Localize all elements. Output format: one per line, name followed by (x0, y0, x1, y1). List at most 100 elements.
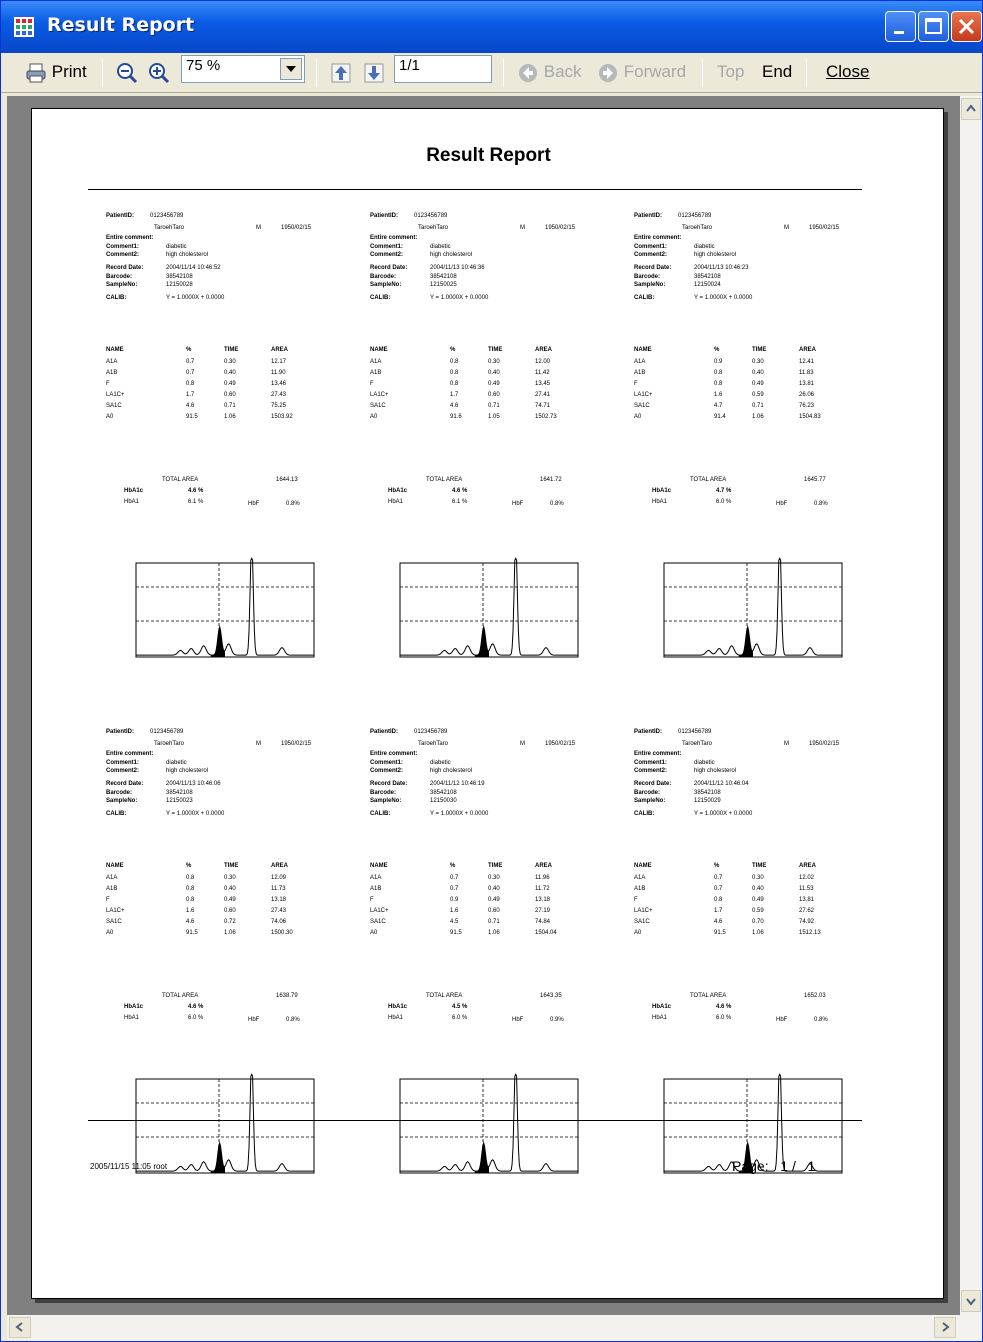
comment1-value: diabetic (694, 760, 715, 766)
back-button[interactable]: Back (517, 61, 582, 85)
close-button[interactable]: Close (826, 61, 869, 85)
arrow-up-icon (331, 63, 351, 83)
table-cell: 0.30 (224, 875, 236, 881)
scroll-right-button[interactable] (934, 1317, 956, 1338)
record-date-value: 2004/11/13 10:46:36 (430, 265, 485, 271)
hbf-label: HbF (512, 1017, 524, 1023)
scroll-down-button[interactable] (961, 1290, 981, 1312)
table-cell: 0.30 (752, 359, 764, 365)
maximize-icon (925, 18, 942, 34)
patient-id-label: PatientID: (370, 729, 399, 735)
top-button[interactable]: Top (717, 62, 745, 81)
table-header: AREA (535, 347, 553, 353)
table-cell: 1512.13 (799, 930, 821, 936)
table-cell: 12.00 (535, 359, 551, 365)
table-header: TIME (752, 863, 767, 869)
minimize-button[interactable] (885, 11, 916, 42)
horizontal-scrollbar[interactable] (7, 1315, 982, 1341)
sample-no-label: SampleNo: (370, 282, 402, 288)
scroll-left-button[interactable] (9, 1317, 31, 1338)
zoom-select[interactable]: 75 % (181, 55, 305, 83)
sample-no-label: SampleNo: (106, 798, 138, 804)
table-cell: LA1C+ (106, 392, 125, 398)
forward-button[interactable]: Forward (597, 61, 686, 85)
page-number-input[interactable]: 1/1 (394, 55, 492, 83)
table-header: NAME (634, 347, 652, 353)
total-area-label: TOTAL AREA (162, 477, 199, 483)
entire-comment-label: Entire comment: (370, 235, 418, 241)
patient-id-label: PatientID: (634, 729, 663, 735)
table-cell: 1.6 (714, 392, 723, 398)
hba1c-label: HbA1c (124, 1004, 144, 1010)
maximize-button[interactable] (918, 11, 949, 42)
chevron-right-icon (942, 1322, 950, 1332)
patient-id-value: 0123456789 (414, 729, 448, 735)
patient-id-value: 0123456789 (150, 213, 184, 219)
hba1-label: HbA1 (124, 499, 140, 505)
report-viewport[interactable]: Result Report PatientID: 0123456789 Taroeh… (7, 96, 960, 1315)
table-cell: 76.23 (799, 403, 815, 409)
hba1c-value: 4.6 % (188, 488, 204, 494)
table-cell: 0.60 (488, 392, 500, 398)
hba1c-value: 4.6 % (188, 1004, 204, 1010)
table-cell: SA1C (106, 403, 122, 409)
table-cell: 0.70 (752, 919, 764, 925)
title-bar[interactable]: Result Report (1, 1, 982, 53)
end-button[interactable]: End (762, 62, 793, 81)
calib-value: Y = 1.0000X + 0.0000 (694, 295, 753, 301)
print-button[interactable]: Print (25, 61, 87, 85)
next-page-button[interactable] (363, 61, 385, 85)
hba1-value: 6.1 % (188, 499, 204, 505)
page-separator: / (791, 1158, 796, 1174)
sample-no-value: 12150023 (166, 798, 193, 804)
table-header: AREA (535, 863, 553, 869)
comment2-value: high cholesterol (694, 252, 737, 258)
hbf-label: HbF (248, 1017, 260, 1023)
table-cell: F (634, 897, 638, 903)
table-cell: 4.6 (714, 919, 723, 925)
close-window-button[interactable] (951, 11, 982, 42)
table-cell: 1502.73 (535, 414, 557, 420)
table-cell: A1B (634, 886, 646, 892)
table-cell: 1504.04 (535, 930, 557, 936)
zoom-value: 75 % (186, 57, 221, 74)
table-cell: SA1C (106, 919, 122, 925)
patient-birth-date: 1950/02/15 (545, 741, 576, 747)
table-cell: 0.49 (488, 897, 500, 903)
barcode-label: Barcode: (106, 274, 133, 280)
table-cell: 11.73 (271, 886, 286, 892)
result-panel: PatientID: 0123456789 TaroehTaro M 1950/02/1… (106, 729, 346, 1199)
table-header: TIME (224, 347, 239, 353)
chromatogram-chart (399, 1073, 579, 1174)
table-cell: 4.6 (186, 919, 195, 925)
hbf-value: 0.8% (286, 1017, 300, 1023)
zoom-dropdown-button[interactable] (280, 58, 302, 80)
zoom-in-button[interactable] (147, 61, 171, 85)
table-cell: 0.30 (752, 875, 764, 881)
calib-label: CALIB: (370, 295, 391, 301)
result-panel: PatientID: 0123456789 TaroehTaro M 1950/02/1… (370, 729, 610, 1199)
patient-id-value: 0123456789 (678, 213, 712, 219)
record-date-label: Record Date: (370, 265, 408, 271)
table-cell: 91.5 (186, 930, 198, 936)
entire-comment-label: Entire comment: (106, 235, 154, 241)
record-date-value: 2004/11/14 10:46:52 (166, 265, 221, 271)
table-cell: 1.06 (752, 930, 764, 936)
table-cell: 13.45 (535, 381, 551, 387)
previous-page-button[interactable] (330, 61, 352, 85)
record-date-label: Record Date: (370, 781, 408, 787)
page-number-value: 1/1 (399, 57, 420, 74)
page-label: Page: (732, 1158, 769, 1174)
scroll-up-button[interactable] (961, 98, 981, 120)
comment2-value: high cholesterol (694, 768, 737, 774)
zoom-out-button[interactable] (115, 61, 139, 85)
vertical-scrollbar[interactable] (960, 96, 982, 1315)
zoom-in-icon (149, 63, 170, 84)
barcode-value: 38542108 (694, 790, 721, 796)
patient-id-value: 0123456789 (150, 729, 184, 735)
table-cell: 1.6 (186, 908, 195, 914)
table-cell: A0 (634, 930, 642, 936)
patient-id-label: PatientID: (106, 213, 135, 219)
table-cell: 13.18 (535, 897, 551, 903)
comment2-label: Comment2: (370, 252, 404, 258)
